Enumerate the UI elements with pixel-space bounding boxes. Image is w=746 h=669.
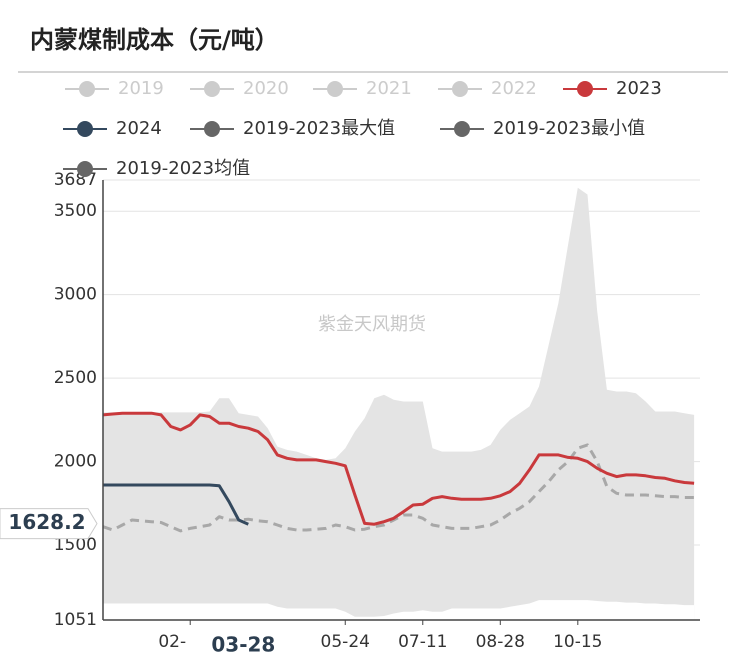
band-max-area <box>103 187 695 621</box>
legend-dot <box>204 121 220 137</box>
legend-label: 2019-2023最大值 <box>243 118 395 139</box>
legend-dot <box>452 81 468 97</box>
x-tick-label: 02- <box>158 632 186 652</box>
pointer-y-box <box>0 508 98 540</box>
legend-dot <box>204 81 220 97</box>
legend-dot <box>77 161 93 177</box>
band-min-area <box>103 600 695 620</box>
legend-dot <box>327 81 343 97</box>
legend-label: 2023 <box>616 78 662 99</box>
legend: 2019 2020 2021 2022 2023 2024 2019-2023最大值 2019… <box>63 78 662 179</box>
legend-label: 2019 <box>118 78 164 99</box>
chart-title: 内蒙煤制成本（元/吨） <box>30 26 279 54</box>
legend-label: 2021 <box>366 78 412 99</box>
x-tick-label: 08-28 <box>476 632 525 652</box>
x-tick-label: 05-24 <box>321 632 370 652</box>
legend-dot <box>79 81 95 97</box>
legend-label: 2019-2023均值 <box>116 158 250 179</box>
series-line <box>103 483 249 526</box>
legend-label: 2020 <box>243 78 289 99</box>
x-tick-label: 07-11 <box>398 632 447 652</box>
pointer-x-label: 03-28 <box>211 633 275 657</box>
legend-dot <box>454 121 470 137</box>
legend-dot <box>77 121 93 137</box>
y-tick-label: 2500 <box>54 368 97 388</box>
watermark: 紫金天风期货 <box>318 314 426 335</box>
legend-label: 2019-2023最小值 <box>493 118 645 139</box>
pointer-y-label: 1628.2 <box>8 510 85 534</box>
legend-label: 2024 <box>116 118 162 139</box>
y-tick-label: 3500 <box>54 201 97 221</box>
legend-dot <box>577 81 593 97</box>
series-line <box>102 411 695 526</box>
y-tick-label: 1051 <box>54 610 97 630</box>
y-tick-label: 3000 <box>54 285 97 305</box>
y-tick-label: 1500 <box>54 535 97 555</box>
y-tick-label: 2000 <box>54 452 97 472</box>
legend-label: 2022 <box>491 78 537 99</box>
x-tick-label: 10-15 <box>553 632 602 652</box>
